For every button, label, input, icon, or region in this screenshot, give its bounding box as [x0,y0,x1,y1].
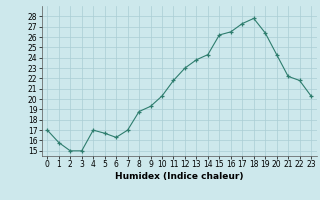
X-axis label: Humidex (Indice chaleur): Humidex (Indice chaleur) [115,172,244,181]
